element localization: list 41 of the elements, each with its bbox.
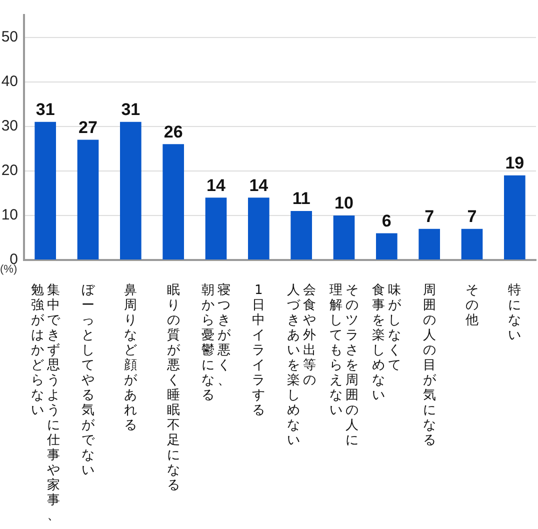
bar xyxy=(34,122,56,260)
data-label: 11 xyxy=(292,189,310,208)
bar xyxy=(205,198,227,260)
bar xyxy=(120,122,142,260)
data-label: 31 xyxy=(36,100,55,120)
category-label: 味がしなくて食事を楽しめない xyxy=(372,283,402,403)
category-label: 周囲の人の目が気になる xyxy=(422,283,436,448)
bar xyxy=(248,198,270,260)
y-tick-label: 30 xyxy=(1,118,18,135)
data-label: 26 xyxy=(164,122,183,142)
data-label: 14 xyxy=(206,176,226,195)
category-label: そのツラさを周囲の人に理解してもらえない xyxy=(330,283,358,448)
bar xyxy=(77,140,99,260)
y-tick-label: 20 xyxy=(1,162,18,180)
data-label: 27 xyxy=(78,118,98,137)
y-tick-label: 40 xyxy=(1,72,18,90)
bar xyxy=(504,175,526,260)
x-tick-label: その他 xyxy=(465,283,479,330)
category-label: 集中できず思うように仕事や家事、勉強がはかどらない xyxy=(30,283,60,523)
category-label: 寝つきが悪く、朝から憂鬱になる xyxy=(202,283,230,403)
bar xyxy=(376,233,398,260)
data-label: 7 xyxy=(467,207,477,226)
category-label: 眠りの質が悪く睡眠不足になる xyxy=(166,283,180,493)
bar xyxy=(333,215,355,260)
category-label: 会食や外出等の人づきあいを楽しめない xyxy=(286,283,316,448)
category-label: ぼーっとしてやる気がでない xyxy=(82,283,94,478)
bar xyxy=(290,211,312,260)
data-label: 14 xyxy=(249,176,269,195)
y-tick-label: 10 xyxy=(1,206,18,224)
bar xyxy=(461,228,483,260)
bar xyxy=(162,144,184,260)
data-label: 10 xyxy=(334,194,354,213)
category-label: 鼻周りなど顔があれる xyxy=(124,283,138,433)
category-label: 1日中イライラする xyxy=(252,283,266,418)
x-tick-label: 特にない xyxy=(508,283,522,345)
data-label: 19 xyxy=(505,154,524,173)
y-tick-label: 50 xyxy=(1,28,18,46)
data-label: 7 xyxy=(424,207,434,226)
bar xyxy=(418,228,440,260)
data-label: 6 xyxy=(382,211,392,230)
data-label: 31 xyxy=(121,100,140,120)
